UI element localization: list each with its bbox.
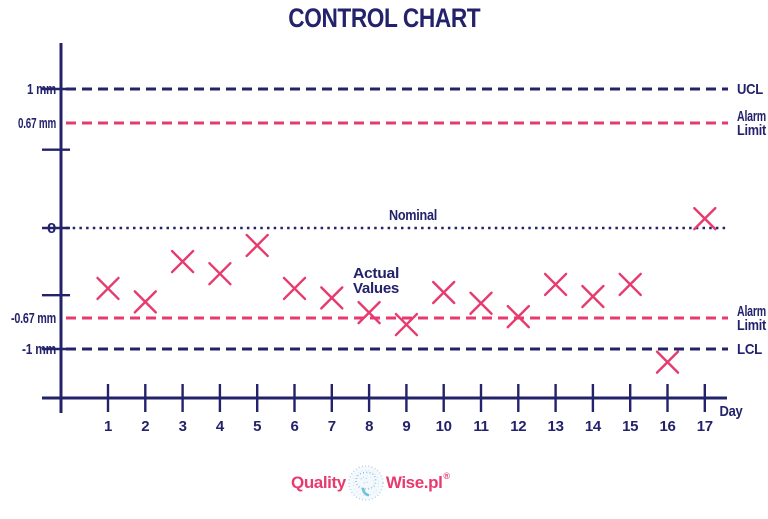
page-title: CONTROL CHART bbox=[0, 3, 768, 34]
page-title-text: CONTROL CHART bbox=[288, 3, 480, 33]
y-value-label-nominal: 0 bbox=[47, 220, 56, 237]
x-tick-label: 17 bbox=[697, 418, 713, 435]
x-tick-label: 7 bbox=[328, 418, 336, 435]
data-point-marker bbox=[357, 300, 381, 325]
logo-text-wise: Wise.pl bbox=[385, 473, 443, 492]
data-point-marker bbox=[245, 233, 269, 258]
logo-text-quality: Quality bbox=[291, 473, 346, 492]
data-point-marker bbox=[469, 291, 493, 315]
line-label-lower-alarm: Alarm bbox=[737, 303, 766, 320]
line-label-lower-alarm: Limit bbox=[737, 317, 766, 334]
data-point-marker bbox=[320, 286, 344, 310]
x-tick-label: 12 bbox=[510, 418, 526, 435]
data-point-marker bbox=[432, 280, 456, 305]
x-tick-label: 2 bbox=[141, 418, 149, 435]
x-tick-label: 1 bbox=[104, 418, 112, 435]
line-label-upper-alarm: Alarm bbox=[737, 108, 766, 125]
x-tick-label: 4 bbox=[216, 418, 225, 435]
y-value-label-lcl: -1 mm bbox=[22, 341, 56, 358]
data-point-marker bbox=[208, 261, 232, 286]
x-tick-label: 6 bbox=[290, 418, 298, 435]
data-point-marker bbox=[394, 312, 419, 337]
x-tick-label: 8 bbox=[365, 418, 373, 435]
y-value-label-lower-alarm: -0.67 mm bbox=[11, 310, 56, 327]
x-tick-label: 16 bbox=[659, 418, 675, 435]
actual-values-label: Values bbox=[353, 280, 399, 297]
data-point-marker bbox=[506, 304, 530, 329]
line-label-ucl: UCL bbox=[737, 81, 763, 98]
data-point-marker bbox=[655, 350, 680, 374]
nominal-label: Nominal bbox=[389, 207, 437, 224]
data-point-marker bbox=[543, 272, 568, 297]
x-tick-label: 3 bbox=[179, 418, 187, 435]
data-point-marker bbox=[170, 249, 195, 274]
line-label-lcl: LCL bbox=[737, 341, 762, 358]
x-tick-label: 14 bbox=[585, 418, 602, 435]
x-tick-label: 11 bbox=[473, 418, 488, 435]
actual-values-label: Actual bbox=[353, 265, 399, 282]
x-axis-label: Day bbox=[720, 403, 744, 420]
x-tick-label: 15 bbox=[622, 418, 638, 435]
x-tick-label: 5 bbox=[253, 418, 261, 435]
logo: Quality Wise.pl ® bbox=[291, 457, 450, 509]
x-tick-label: 9 bbox=[402, 418, 410, 435]
data-point-marker bbox=[693, 206, 717, 231]
data-point-marker bbox=[133, 290, 158, 314]
brain-globe-icon bbox=[348, 465, 384, 501]
data-point-marker bbox=[96, 276, 120, 301]
data-point-marker bbox=[282, 276, 307, 301]
y-value-label-ucl: 1 mm bbox=[27, 81, 56, 98]
data-point-marker bbox=[581, 284, 605, 309]
x-tick-label: 10 bbox=[436, 418, 452, 435]
line-label-upper-alarm: Limit bbox=[737, 122, 766, 139]
x-tick-label: 13 bbox=[548, 418, 564, 435]
y-value-label-upper-alarm: 0.67 mm bbox=[18, 115, 56, 132]
registered-mark: ® bbox=[443, 471, 450, 481]
data-point-marker bbox=[618, 272, 642, 297]
